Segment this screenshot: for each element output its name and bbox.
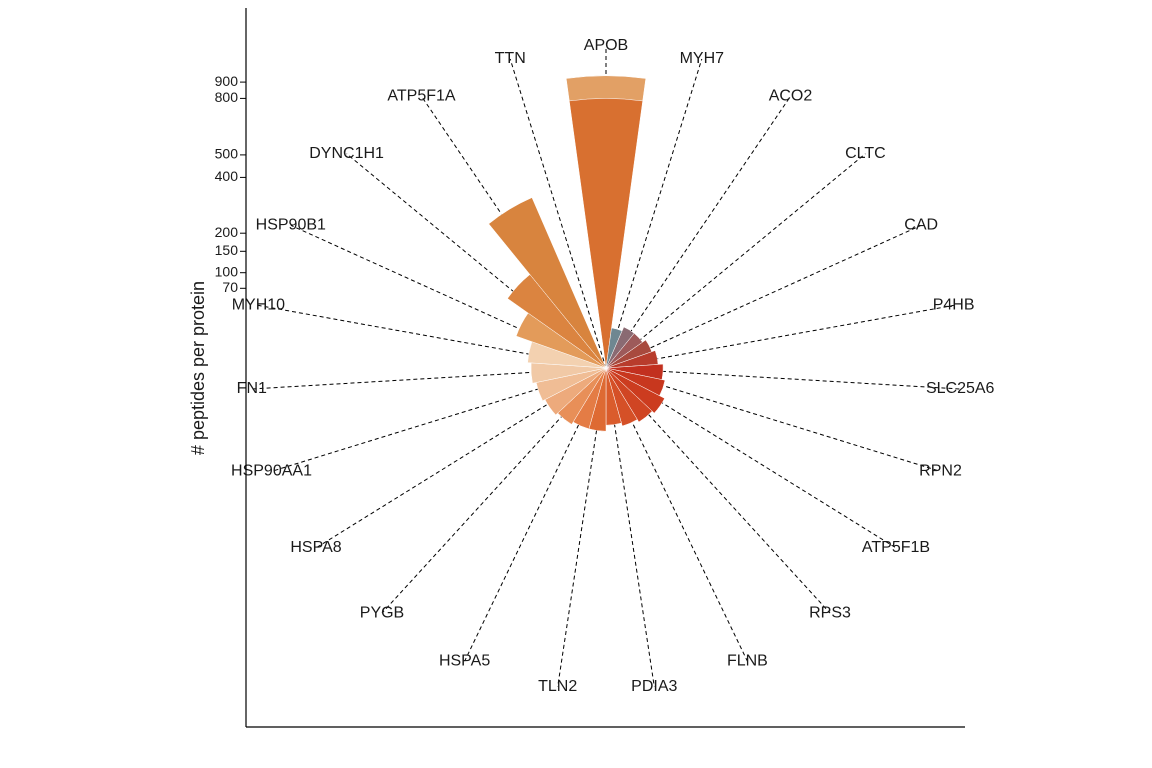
- y-tick-label: 100: [215, 263, 239, 279]
- spoke-pdia3: [605, 367, 655, 687]
- y-tick-label: 150: [215, 242, 239, 258]
- bar-rps3: [605, 367, 653, 423]
- category-label: TTN: [495, 50, 526, 67]
- bars: [488, 75, 666, 432]
- spoke-rps3: [605, 367, 831, 614]
- category-label: RPN2: [919, 463, 962, 480]
- category-label: MYH7: [680, 50, 725, 67]
- category-label: APOB: [584, 37, 628, 54]
- bar-inner-apob: [569, 98, 643, 369]
- category-label: PDIA3: [631, 678, 677, 695]
- category-label: RPS3: [809, 604, 851, 621]
- category-label: HSPA8: [290, 539, 341, 556]
- y-axis-label: # peptides per protein: [188, 281, 208, 455]
- y-tick-label: 500: [215, 146, 239, 162]
- category-label: P4HB: [933, 297, 975, 314]
- bar-flnb: [605, 367, 638, 427]
- spoke-p4hb: [605, 304, 954, 369]
- category-label: FLNB: [727, 652, 768, 669]
- spoke-slc25a6: [605, 367, 961, 390]
- category-label: ATP5F1A: [387, 88, 456, 105]
- spoke-aco2: [605, 96, 791, 369]
- category-labels: APOB MYH7 ACO2 CLTC CAD P4HB SLC25A6 RPN2 ATP5F1…: [231, 37, 995, 695]
- category-label: DYNC1H1: [309, 145, 384, 162]
- category-label: SLC25A6: [926, 380, 995, 397]
- y-tick-label: 70: [222, 279, 238, 295]
- spoke-ttn: [509, 58, 607, 369]
- category-label: ATP5F1B: [862, 539, 930, 556]
- y-tick-label: 200: [215, 224, 239, 240]
- category-label: ACO2: [769, 88, 813, 105]
- y-tick-label: 900: [215, 73, 239, 89]
- y-tick-label: 800: [215, 89, 239, 105]
- spoke-pygb: [381, 367, 607, 614]
- category-label: FN1: [237, 380, 267, 397]
- category-label: MYH10: [232, 297, 285, 314]
- category-label: PYGB: [360, 604, 404, 621]
- category-label: HSP90AA1: [231, 463, 312, 480]
- category-label: CAD: [904, 217, 938, 234]
- spoke-flnb: [605, 367, 748, 662]
- spoke-tln2: [557, 367, 607, 687]
- category-label: HSP90B1: [256, 217, 326, 234]
- spoke-cltc: [605, 153, 866, 369]
- spoke-cad: [605, 224, 922, 369]
- bar-atp5f1a: [488, 197, 607, 369]
- bar-atp5f1b: [605, 367, 665, 414]
- spoke-myh7: [605, 58, 703, 369]
- category-label: TLN2: [538, 678, 577, 695]
- spoke-hspa5: [464, 367, 607, 662]
- category-label: HSPA5: [439, 652, 490, 669]
- category-label: CLTC: [845, 145, 886, 162]
- y-tick-label: 400: [215, 168, 239, 184]
